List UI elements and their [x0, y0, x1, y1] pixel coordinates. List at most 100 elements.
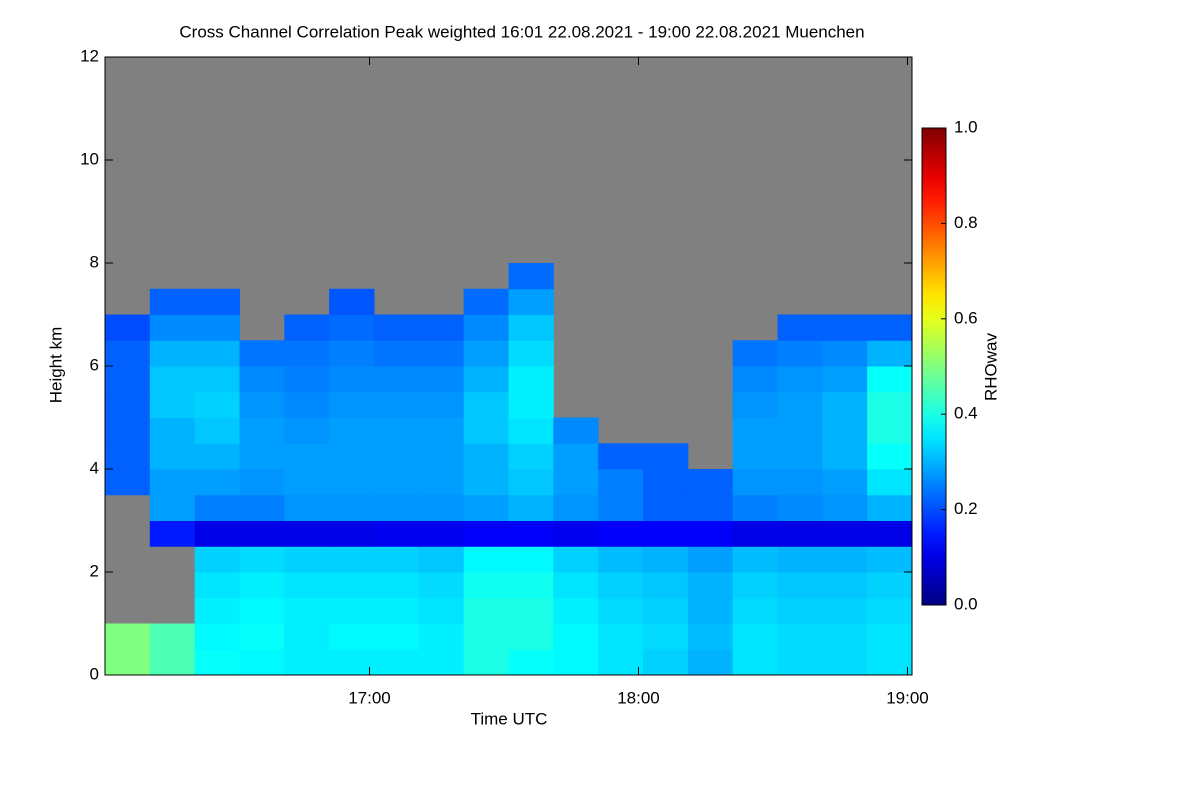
heat-cell [822, 469, 868, 496]
heat-cell [149, 520, 196, 547]
heat-cell [239, 366, 285, 393]
heat-cell [463, 623, 509, 650]
heat-cell [822, 572, 868, 599]
heat-cell [418, 494, 465, 521]
heat-cell [867, 366, 913, 393]
heat-cell [418, 469, 465, 496]
heat-cell [822, 391, 868, 418]
heat-cell [777, 572, 823, 599]
heat-cell [598, 443, 644, 470]
heat-cell [374, 520, 420, 547]
heat-cell [284, 572, 330, 599]
heat-cell [284, 520, 330, 547]
y-tick-label: 8 [90, 252, 99, 271]
heat-cell [598, 546, 644, 573]
heat-cell [687, 494, 734, 521]
heat-cell [598, 623, 644, 650]
heat-cell [687, 469, 734, 496]
heat-cell [463, 572, 509, 599]
heat-cell [508, 597, 554, 624]
heat-cell [284, 494, 330, 521]
heat-cell [374, 623, 420, 650]
heat-cell [418, 597, 465, 624]
heat-cell [643, 649, 689, 676]
x-tick-label: 19:00 [886, 688, 929, 707]
heat-cell [284, 546, 330, 573]
heat-cell [553, 443, 599, 470]
heat-cell [105, 469, 151, 496]
heat-cell [194, 572, 240, 599]
heat-cell [598, 597, 644, 624]
heat-cell [553, 597, 599, 624]
heat-cell [149, 469, 196, 496]
heat-cell [777, 340, 823, 367]
heat-cell [194, 623, 240, 650]
heat-cell [508, 520, 554, 547]
heat-cell [777, 546, 823, 573]
heat-cell [687, 623, 734, 650]
heat-cell [732, 597, 778, 624]
heat-cell [418, 623, 465, 650]
heat-cell [643, 520, 689, 547]
heat-cell [822, 546, 868, 573]
heat-cell [329, 391, 375, 418]
heat-cell [239, 391, 285, 418]
heat-cell [239, 572, 285, 599]
heat-cell [374, 340, 420, 367]
heat-cell [777, 366, 823, 393]
heat-cell [732, 572, 778, 599]
heat-cell [867, 623, 913, 650]
heat-cell [105, 366, 151, 393]
heat-cell [598, 572, 644, 599]
heat-cell [777, 417, 823, 444]
heat-cell [822, 494, 868, 521]
chart-title: Cross Channel Correlation Peak weighted … [179, 22, 864, 41]
heat-cell [867, 340, 913, 367]
heat-cell [732, 623, 778, 650]
heat-cell [149, 649, 196, 676]
heat-cell [867, 469, 913, 496]
heat-cell [822, 623, 868, 650]
heat-cell [329, 520, 375, 547]
heat-cell [508, 263, 554, 290]
heat-cell [329, 443, 375, 470]
heat-cell [643, 443, 689, 470]
heat-cell [105, 623, 151, 650]
heat-cell [194, 366, 240, 393]
heat-cell [194, 288, 240, 315]
heat-cell [463, 443, 509, 470]
heat-cell [194, 520, 240, 547]
heat-cell [732, 546, 778, 573]
heat-cell [329, 469, 375, 496]
heat-cell [508, 494, 554, 521]
heat-cell [149, 623, 196, 650]
heat-cell [777, 443, 823, 470]
heat-cell [418, 520, 465, 547]
heat-cell [194, 417, 240, 444]
heat-cell [284, 623, 330, 650]
heat-cell [284, 443, 330, 470]
colorbar [921, 127, 947, 606]
heat-cell [463, 546, 509, 573]
heat-cell [418, 314, 465, 341]
heat-cell [643, 546, 689, 573]
heat-cell [284, 340, 330, 367]
heat-cell [687, 572, 734, 599]
heat-cell [329, 314, 375, 341]
heat-cell [374, 597, 420, 624]
heat-cell [687, 597, 734, 624]
heat-cell [149, 417, 196, 444]
heat-cell [284, 469, 330, 496]
heat-cell [777, 623, 823, 650]
heat-cell [149, 340, 196, 367]
heat-cell [105, 314, 151, 341]
heat-cell [239, 417, 285, 444]
y-tick-label: 0 [90, 664, 99, 683]
heat-cell [777, 494, 823, 521]
y-axis-label: Height km [46, 327, 65, 404]
heat-cell [149, 288, 196, 315]
heat-cell [194, 391, 240, 418]
heat-cell [329, 340, 375, 367]
heat-cell [508, 391, 554, 418]
heat-cell [777, 649, 823, 676]
